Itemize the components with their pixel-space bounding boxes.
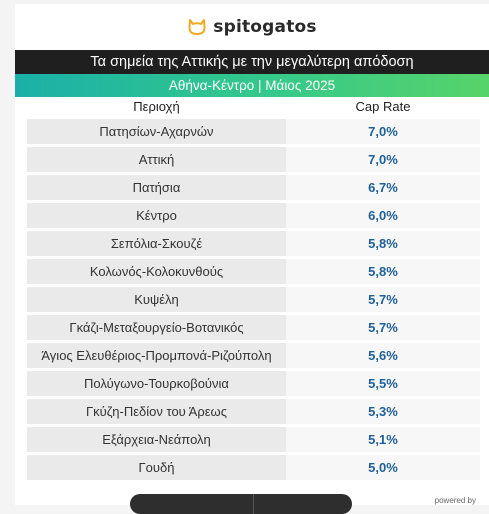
area-cell: Γκύζη-Πεδίον του Άρεως [27,396,286,426]
area-cell: Πολύγωνο-Τουρκοβούνια [27,368,286,398]
area-cell: Σεπόλια-Σκουζέ [27,228,286,258]
cap-rate-cell: 5,8% [286,256,480,286]
table-row: Γκάζι-Μεταξουργείο-Βοτανικός 5,7% [27,312,480,342]
cap-rate-cell: 5,0% [286,452,480,480]
cap-rate-cell: 6,7% [286,172,480,202]
footer-pill[interactable] [130,494,352,514]
cap-rate-cell: 6,0% [286,200,480,230]
table-row: Κυψέλη 5,7% [27,284,480,314]
chart-subtitle: Αθήνα-Κέντρο | Μάιος 2025 [15,74,489,97]
cap-rate-cell: 7,0% [286,144,480,174]
area-cell: Πατήσια [27,172,286,202]
cap-rate-table: Περιοχή Cap Rate Πατησίων-Αχαρνών 7,0% Αττ… [27,97,480,480]
table-row: Κέντρο 6,0% [27,200,480,230]
area-cell: Άγιος Ελευθέριος-Προμπονά-Ριζούπολη [27,340,286,370]
cap-rate-cell: 5,8% [286,228,480,258]
table-row: Γκύζη-Πεδίον του Άρεως 5,3% [27,396,480,426]
table-row: Σεπόλια-Σκουζέ 5,8% [27,228,480,258]
cap-rate-cell: 5,1% [286,424,480,454]
area-cell: Κέντρο [27,200,286,230]
table-row: Αττική 7,0% [27,144,480,174]
infographic-card: spitogatos Τα σημεία της Αττικής με την … [15,4,489,505]
chart-title: Τα σημεία της Αττικής με την μεγαλύτερη … [15,50,489,74]
table-row: Πολύγωνο-Τουρκοβούνια 5,5% [27,368,480,398]
table-row: Πατήσια 6,7% [27,172,480,202]
column-header-area: Περιοχή [27,97,286,118]
cap-rate-cell: 5,6% [286,340,480,370]
cap-rate-cell: 5,5% [286,368,480,398]
cap-rate-cell: 5,7% [286,312,480,342]
table-row: Πατησίων-Αχαρνών 7,0% [27,116,480,146]
area-cell: Γουδή [27,452,286,480]
cap-rate-cell: 5,3% [286,396,480,426]
column-header-cap-rate: Cap Rate [286,97,480,118]
table-row: Εξάρχεια-Νεάπολη 5,1% [27,424,480,454]
brand-name: spitogatos [213,17,317,37]
table-row: Γουδή 5,0% [27,452,480,480]
cat-head-icon [188,19,206,35]
area-cell: Κυψέλη [27,284,286,314]
cap-rate-cell: 7,0% [286,116,480,146]
logo[interactable]: spitogatos [15,4,489,50]
area-cell: Εξάρχεια-Νεάπολη [27,424,286,454]
area-cell: Αττική [27,144,286,174]
table-row: Κολωνός-Κολοκυνθούς 5,8% [27,256,480,286]
table-header-row: Περιοχή Cap Rate [27,97,480,118]
powered-by-label: powered by [434,496,476,505]
table-row: Άγιος Ελευθέριος-Προμπονά-Ριζούπολη 5,6% [27,340,480,370]
area-cell: Γκάζι-Μεταξουργείο-Βοτανικός [27,312,286,342]
cap-rate-cell: 5,7% [286,284,480,314]
area-cell: Κολωνός-Κολοκυνθούς [27,256,286,286]
area-cell: Πατησίων-Αχαρνών [27,116,286,146]
